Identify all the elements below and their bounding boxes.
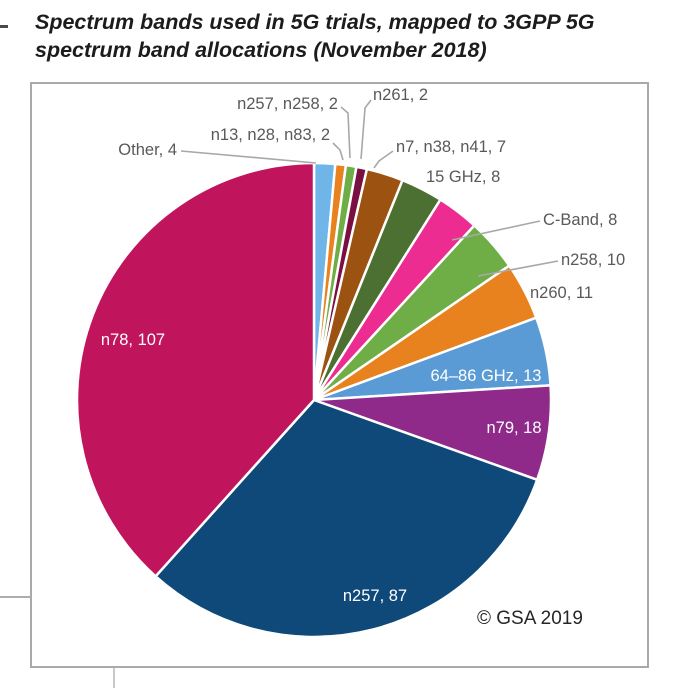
crop-artifact-line-left <box>0 596 31 598</box>
crop-artifact-line-bottom <box>113 668 115 688</box>
copyright-text: © GSA 2019 <box>477 608 583 629</box>
chart-title-line2: spectrum band allocations (November 2018… <box>35 38 487 62</box>
chart-title-line1: Spectrum bands used in 5G trials, mapped… <box>35 10 595 34</box>
chart-title: Spectrum bands used in 5G trials, mapped… <box>35 8 635 64</box>
chart-panel <box>30 82 649 668</box>
crop-artifact-dash <box>0 25 8 28</box>
